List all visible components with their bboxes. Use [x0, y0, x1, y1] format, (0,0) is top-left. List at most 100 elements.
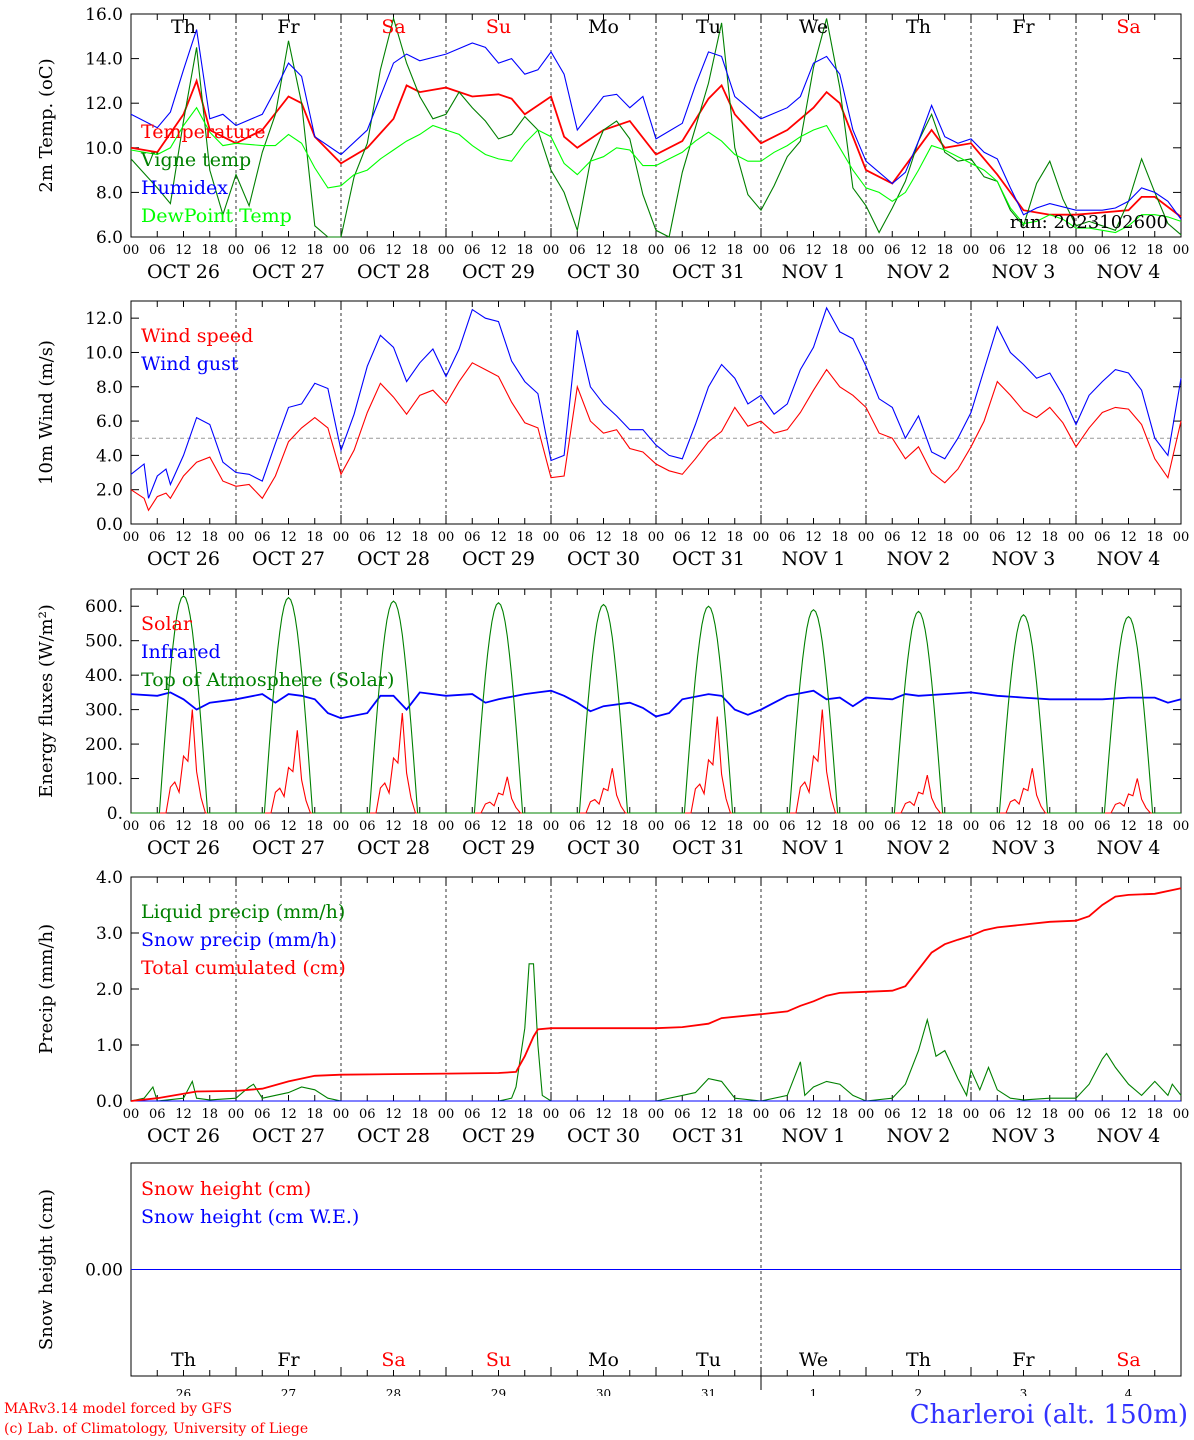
hour-tick-label: 00	[648, 243, 665, 258]
weekday-label-bottom: We	[799, 1349, 828, 1371]
y-tick-label: 200.	[85, 735, 123, 755]
day-number-label: 4	[1125, 1387, 1133, 1396]
hour-tick-label: 06	[674, 819, 691, 834]
hour-tick-label: 12	[1120, 1107, 1137, 1122]
hour-tick-label: 00	[1068, 819, 1085, 834]
day-axis-label: NOV 2	[887, 1125, 951, 1147]
hour-tick-label: 00	[333, 243, 350, 258]
legend-entry: Top of Atmosphere (Solar)	[141, 669, 394, 691]
hour-tick-label: 06	[884, 243, 901, 258]
hour-tick-label: 00	[858, 243, 875, 258]
y-tick-label: 600.	[85, 597, 123, 617]
hour-tick-label: 12	[385, 819, 402, 834]
hour-tick-label: 06	[884, 819, 901, 834]
hour-tick-label: 12	[490, 243, 507, 258]
hour-tick-label: 00	[963, 1107, 980, 1122]
hour-tick-label: 06	[569, 1107, 586, 1122]
legend-entry: Total cumulated (cm)	[141, 957, 346, 979]
day-axis-label: NOV 1	[782, 837, 846, 859]
y-tick-label: 10.0	[85, 139, 123, 159]
hour-tick-label: 12	[910, 243, 927, 258]
hour-tick-label: 18	[621, 530, 638, 545]
weekday-label: Tu	[696, 16, 721, 38]
hour-tick-label: 18	[936, 819, 953, 834]
hour-tick-label: 18	[1041, 243, 1058, 258]
day-axis-label: OCT 27	[252, 1125, 325, 1147]
hour-tick-label: 12	[700, 530, 717, 545]
hour-tick-label: 18	[831, 819, 848, 834]
hour-tick-label: 18	[831, 243, 848, 258]
day-axis-label: NOV 4	[1097, 548, 1161, 570]
meteogram-svg: 6.08.010.012.014.016.02m Temp. (oC) Tempe…	[36, 5, 1190, 1425]
day-axis-label: OCT 29	[462, 261, 535, 283]
y-tick-label: 3.0	[96, 924, 123, 944]
hour-tick-label: 12	[700, 243, 717, 258]
hour-tick-label: 18	[726, 530, 743, 545]
day-axis-label: NOV 4	[1097, 261, 1161, 283]
hour-tick-label: 00	[648, 530, 665, 545]
legend-entry: Snow height (cm W.E.)	[141, 1206, 359, 1228]
hour-tick-label: 18	[516, 819, 533, 834]
weekday-label-bottom: Th	[906, 1349, 931, 1371]
day-axis-label: OCT 28	[357, 1125, 430, 1147]
series-line	[130, 29, 1182, 220]
y-tick-label: 8.0	[96, 183, 123, 203]
weekday-label-bottom: Fr	[277, 1349, 300, 1371]
hour-tick-label: 18	[201, 530, 218, 545]
hour-tick-label: 12	[910, 819, 927, 834]
hour-tick-label: 00	[438, 243, 455, 258]
hour-tick-label: 06	[359, 243, 376, 258]
hour-tick-label: 00	[1068, 1107, 1085, 1122]
day-axis-label: OCT 29	[462, 837, 535, 859]
y-tick-label: 14.0	[85, 50, 123, 70]
weekday-label: Sa	[381, 16, 405, 38]
hour-tick-label: 06	[464, 1107, 481, 1122]
weekday-label: Mo	[588, 16, 619, 38]
hour-tick-label: 00	[963, 819, 980, 834]
day-axis-label: NOV 3	[992, 548, 1056, 570]
day-axis-label: OCT 29	[462, 1125, 535, 1147]
hour-tick-label: 06	[779, 243, 796, 258]
hour-tick-label: 06	[149, 530, 166, 545]
hour-tick-label: 12	[595, 243, 612, 258]
hour-tick-label: 12	[1015, 1107, 1032, 1122]
hour-tick-label: 06	[254, 819, 271, 834]
hour-tick-label: 18	[831, 1107, 848, 1122]
hour-tick-label: 12	[175, 1107, 192, 1122]
hour-tick-label: 00	[858, 530, 875, 545]
day-number-label: 31	[701, 1387, 716, 1396]
day-axis-label: OCT 28	[357, 261, 430, 283]
hour-tick-label: 06	[779, 1107, 796, 1122]
weekday-label: Th	[906, 16, 931, 38]
series-line	[130, 106, 1182, 234]
day-number-label: 3	[1020, 1387, 1028, 1396]
hour-tick-label: 00	[123, 819, 140, 834]
hour-tick-label: 00	[123, 530, 140, 545]
day-axis-label: OCT 30	[567, 1125, 640, 1147]
series-line	[130, 78, 1182, 218]
legend-entry: Infrared	[141, 641, 221, 663]
hour-tick-label: 18	[201, 243, 218, 258]
hour-tick-label: 12	[1120, 243, 1137, 258]
hour-tick-label: 18	[1146, 1107, 1163, 1122]
hour-tick-label: 18	[516, 243, 533, 258]
hour-tick-label: 00	[1173, 1107, 1190, 1122]
hour-tick-label: 06	[569, 819, 586, 834]
weekday-label: Fr	[277, 16, 300, 38]
hour-tick-label: 06	[359, 1107, 376, 1122]
hour-tick-label: 06	[464, 530, 481, 545]
day-axis-label: NOV 4	[1097, 837, 1161, 859]
hour-tick-label: 18	[726, 1107, 743, 1122]
weekday-label-bottom: Sa	[381, 1349, 405, 1371]
weekday-label: We	[799, 16, 828, 38]
weekday-label-bottom: Tu	[696, 1349, 721, 1371]
hour-tick-label: 00	[753, 819, 770, 834]
panel-2-frame	[130, 300, 1182, 525]
y-tick-label: 12.0	[85, 94, 123, 114]
hour-tick-label: 18	[1041, 819, 1058, 834]
hour-tick-label: 12	[805, 1107, 822, 1122]
hour-tick-label: 12	[490, 819, 507, 834]
hour-tick-label: 12	[385, 530, 402, 545]
y-tick-label: 100.	[85, 770, 123, 790]
hour-tick-label: 18	[306, 1107, 323, 1122]
